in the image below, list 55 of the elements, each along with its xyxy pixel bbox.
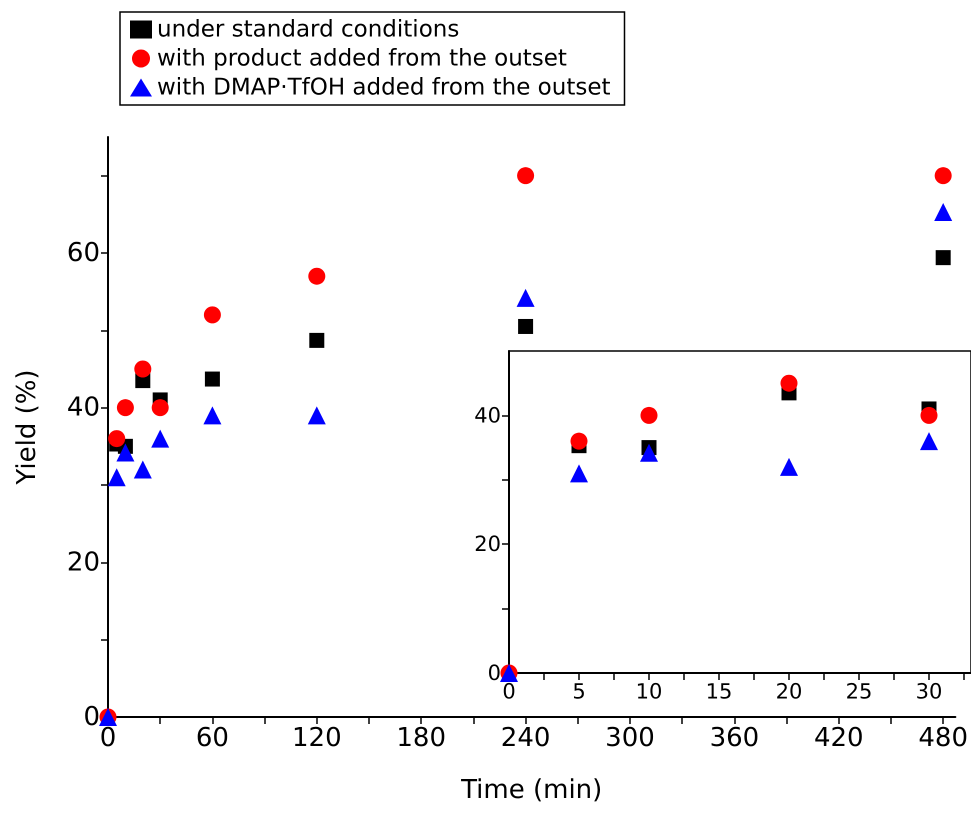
- point: [780, 458, 798, 476]
- x-axis-title: Time (min): [460, 775, 602, 805]
- point: [151, 430, 170, 448]
- x-tick-label: 240: [500, 723, 550, 753]
- legend-label: with product added from the outset: [157, 46, 567, 72]
- y-axis-title: Yield (%): [12, 369, 42, 486]
- y-tick-label: 20: [66, 547, 100, 578]
- point: [570, 432, 588, 450]
- x-tick-label: 10: [636, 680, 662, 704]
- x-tick-label: 25: [846, 680, 872, 704]
- point: [640, 406, 658, 424]
- point: [516, 288, 535, 307]
- point: [203, 406, 222, 424]
- x-tick-label: 20: [776, 680, 802, 704]
- y-tick-label: 40: [66, 392, 100, 423]
- point: [204, 306, 221, 324]
- point: [108, 430, 126, 448]
- x-tick-label: 120: [292, 723, 342, 753]
- point: [152, 399, 169, 416]
- point: [108, 468, 126, 486]
- y-tick-label: 0: [83, 702, 100, 732]
- y-tick-label: 20: [474, 532, 501, 556]
- point: [570, 464, 588, 482]
- point: [517, 167, 534, 184]
- point: [308, 268, 326, 285]
- x-tick-label: 30: [916, 680, 942, 704]
- point: [934, 167, 952, 184]
- legend-label: under standard conditions: [157, 16, 460, 42]
- point: [309, 332, 324, 348]
- x-tick-label: 360: [710, 723, 760, 753]
- point: [936, 250, 951, 266]
- x-tick-label: 300: [605, 723, 655, 753]
- y-tick-label: 40: [474, 403, 501, 428]
- point: [640, 444, 658, 462]
- point: [134, 360, 152, 378]
- x-tick-label: 180: [396, 723, 446, 753]
- y-tick-label: 0: [488, 661, 501, 685]
- point: [308, 406, 326, 424]
- x-tick-label: 60: [196, 723, 229, 753]
- x-tick-label: 480: [918, 723, 968, 753]
- point: [780, 374, 798, 392]
- point: [934, 203, 952, 222]
- point: [134, 460, 152, 479]
- point: [518, 318, 534, 334]
- point: [116, 444, 134, 462]
- point: [920, 406, 938, 424]
- x-tick-label: 420: [814, 723, 864, 753]
- point: [920, 432, 938, 450]
- legend-label: with DMAP·TfOH added from the outset: [157, 74, 610, 100]
- x-tick-label: 5: [572, 680, 586, 704]
- x-tick-label: 15: [706, 680, 732, 704]
- y-tick-label: 60: [66, 238, 100, 268]
- point: [204, 372, 220, 387]
- x-tick-label: 0: [502, 680, 516, 704]
- point: [116, 399, 134, 416]
